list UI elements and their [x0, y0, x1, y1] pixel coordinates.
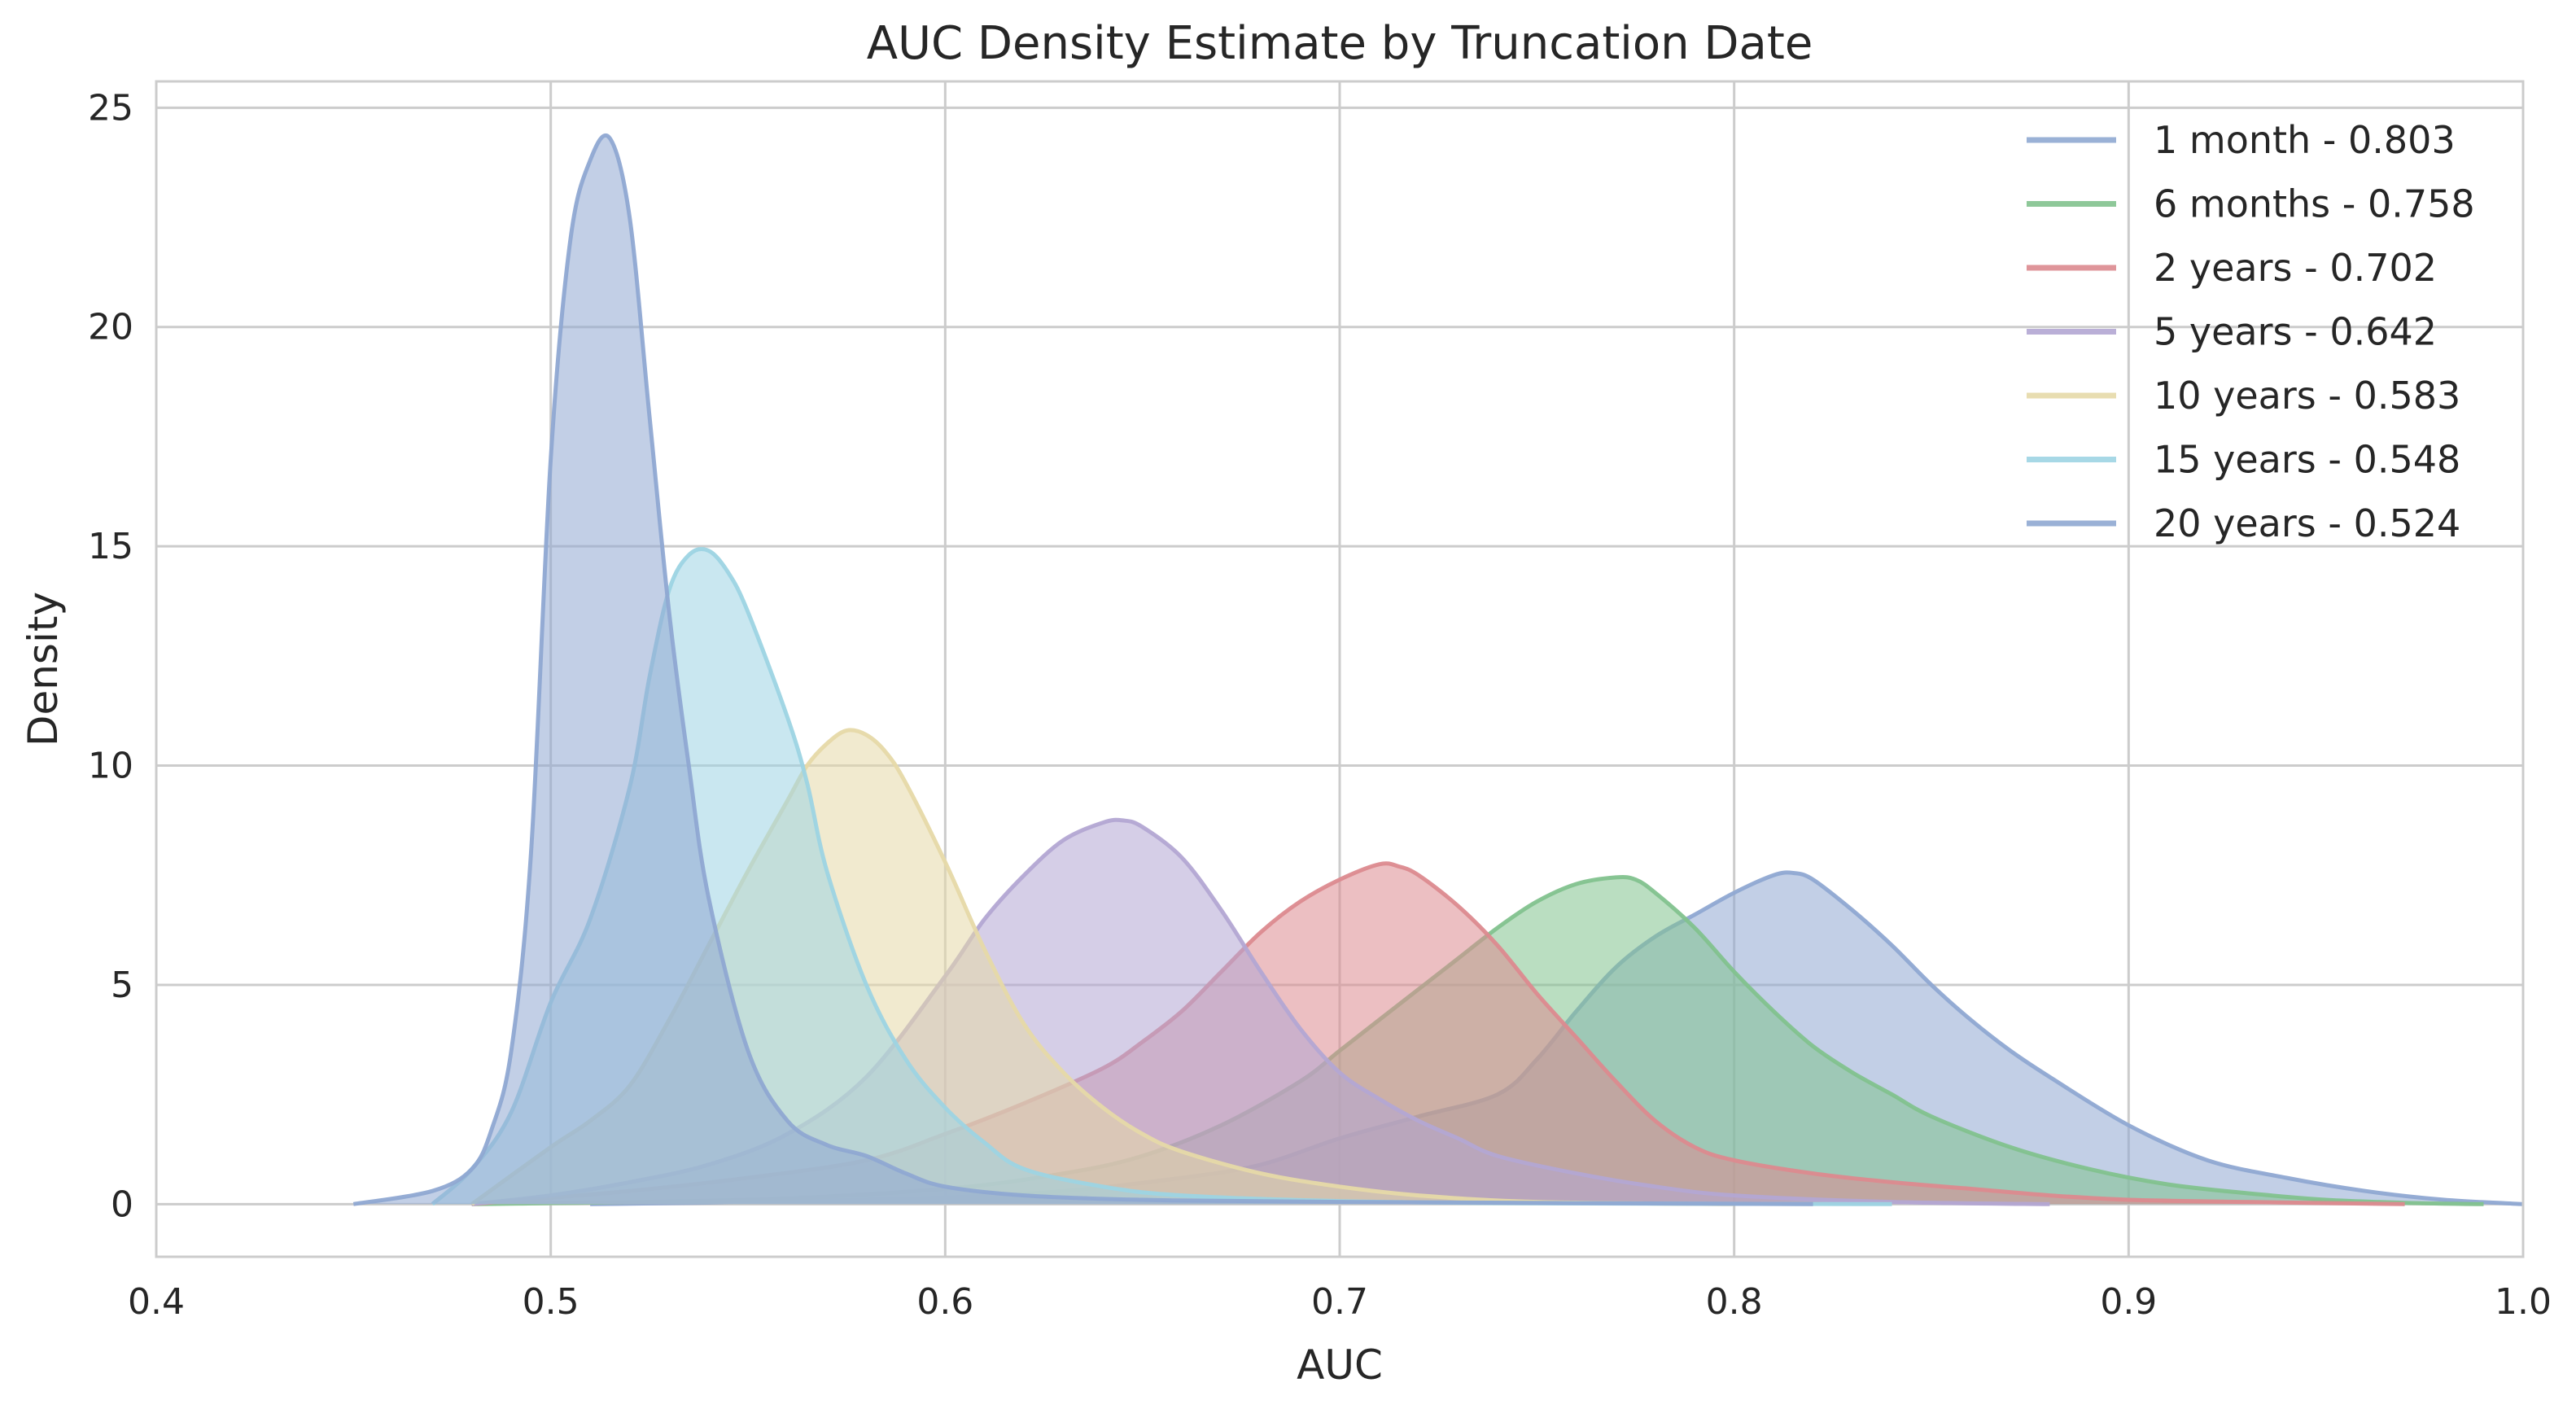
legend-label: 20 years - 0.524 [2154, 501, 2460, 545]
plot-frame [155, 80, 2525, 1258]
y-tick-label: 15 [88, 526, 133, 567]
legend-label: 6 months - 0.758 [2154, 182, 2475, 226]
y-axis-label: Density [20, 592, 67, 746]
x-tick-label: 0.6 [916, 1281, 973, 1323]
x-tick-label: 0.8 [1706, 1281, 1763, 1323]
legend-label: 15 years - 0.548 [2154, 438, 2460, 482]
y-tick-label: 20 [88, 307, 133, 348]
density-area-series-6 [432, 549, 1892, 1205]
density-line-series-7 [352, 133, 1813, 1206]
x-tick-label: 1.0 [2495, 1281, 2552, 1323]
x-tick-label: 0.9 [2100, 1281, 2157, 1323]
legend: 1 month - 0.803 6 months - 0.758 2 years -… [2027, 118, 2475, 545]
y-tick-label: 25 [88, 87, 133, 129]
y-tick-label: 10 [88, 746, 133, 787]
y-tick-label: 0 [111, 1184, 133, 1225]
x-tick-label: 0.7 [1311, 1281, 1368, 1323]
x-tick-label: 0.4 [128, 1281, 185, 1323]
legend-label: 1 month - 0.803 [2154, 118, 2456, 162]
legend-label: 5 years - 0.642 [2154, 310, 2437, 354]
density-area-series-3 [471, 863, 2405, 1205]
legend-label: 10 years - 0.583 [2154, 374, 2460, 418]
chart-title: AUC Density Estimate by Truncation Date [867, 17, 1813, 70]
density-area-series-7 [353, 135, 1813, 1205]
y-tick-label: 5 [111, 965, 133, 1006]
x-axis-label: AUC [1297, 1341, 1383, 1389]
legend-label: 2 years - 0.702 [2154, 246, 2437, 290]
x-tick-label: 0.5 [523, 1281, 579, 1323]
